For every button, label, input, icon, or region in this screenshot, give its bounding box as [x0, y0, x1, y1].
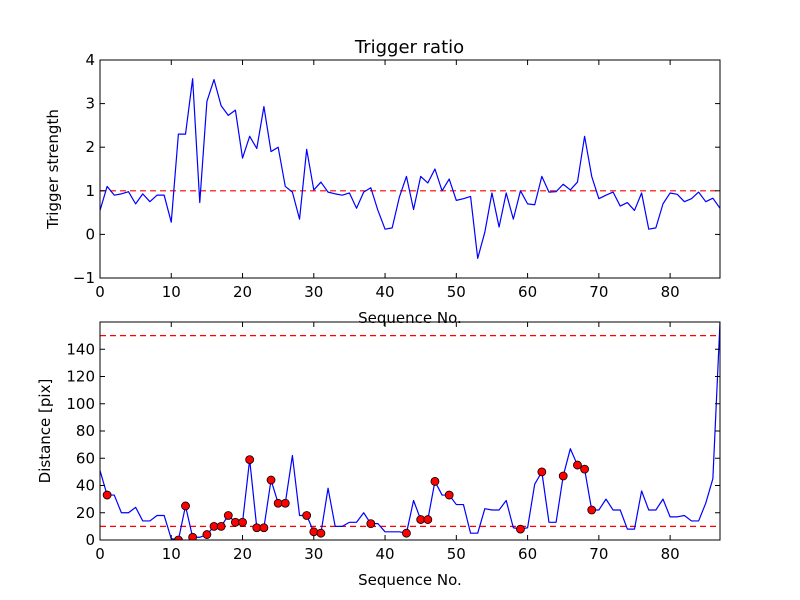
x-tick-label: 60 [518, 545, 537, 563]
distance-chart: 0 10 20 30 40 50 60 70 80 0 20 40 60 80 100 120 140 Sequ… [36, 321, 721, 589]
x-tick-label: 50 [447, 283, 466, 301]
x-axis-label: Sequence No. [358, 309, 462, 327]
x-tick-label: 60 [518, 283, 537, 301]
data-point-marker [537, 467, 547, 477]
data-point-marker [181, 501, 190, 511]
y-tick-label: 100 [66, 395, 95, 413]
data-point-marker [202, 530, 212, 539]
x-tick-label: 0 [95, 545, 105, 563]
data-point-marker [580, 464, 589, 474]
data-point-marker [309, 527, 319, 537]
y-tick-label: 140 [66, 340, 95, 358]
y-tick-label: 1 [85, 182, 95, 200]
y-tick-label: 80 [76, 422, 95, 440]
data-point-marker [302, 511, 312, 520]
x-tick-label: 0 [95, 283, 105, 301]
plot-area: 0 10 20 30 40 50 60 70 80 0 20 40 60 80 100 120 140 [66, 321, 721, 563]
data-point-marker [102, 490, 112, 500]
x-tick-label: 40 [376, 283, 395, 301]
data-point-marker [173, 535, 183, 540]
x-tick-label: 70 [589, 545, 608, 563]
x-tick-label: 30 [304, 283, 323, 301]
data-point-marker [280, 498, 290, 508]
y-tick-label: 0 [85, 531, 95, 549]
x-tick-label: 10 [162, 545, 181, 563]
y-axis-label: Trigger strength [44, 109, 62, 230]
data-point-marker [259, 523, 269, 533]
data-point-marker [587, 505, 597, 515]
data-point-marker [402, 528, 411, 538]
data-point-marker [316, 528, 326, 538]
data-point-marker [516, 524, 525, 534]
y-tick-label: 2 [85, 138, 95, 156]
data-point-marker [188, 532, 198, 540]
x-tick-label: 50 [447, 545, 466, 563]
y-tick-label: 4 [85, 51, 95, 69]
data-point-marker [223, 511, 233, 520]
series-line [100, 78, 720, 259]
x-tick-label: 80 [661, 545, 680, 563]
chart-title: Trigger ratio [354, 37, 464, 58]
data-point-marker [444, 490, 454, 500]
y-tick-label: 40 [76, 477, 95, 495]
y-tick-label: 120 [66, 368, 95, 386]
x-tick-label: 40 [376, 545, 395, 563]
x-tick-label: 10 [162, 283, 181, 301]
y-tick-label: 0 [85, 225, 95, 243]
axes-frame [99, 59, 721, 279]
x-tick-label: 30 [304, 545, 323, 563]
data-point-marker [245, 455, 255, 465]
y-axis-label: Distance [pix] [36, 379, 54, 484]
x-tick-label: 70 [589, 283, 608, 301]
data-point-marker [430, 477, 440, 486]
x-axis-label: Sequence No. [358, 571, 462, 589]
y-tick-label: 60 [76, 449, 95, 467]
y-tick-label: −1 [73, 269, 95, 287]
data-point-marker [558, 471, 568, 481]
data-point-marker [238, 517, 247, 527]
y-tick-label: 3 [85, 95, 95, 113]
data-point-marker [573, 460, 582, 470]
x-tick-label: 80 [661, 283, 680, 301]
data-point-marker [266, 475, 276, 485]
data-point-marker [216, 521, 226, 531]
y-tick-label: 20 [76, 504, 95, 522]
x-tick-label: 20 [233, 283, 252, 301]
data-point-marker [366, 519, 376, 529]
data-point-marker [423, 515, 433, 524]
x-tick-label: 20 [233, 545, 252, 563]
